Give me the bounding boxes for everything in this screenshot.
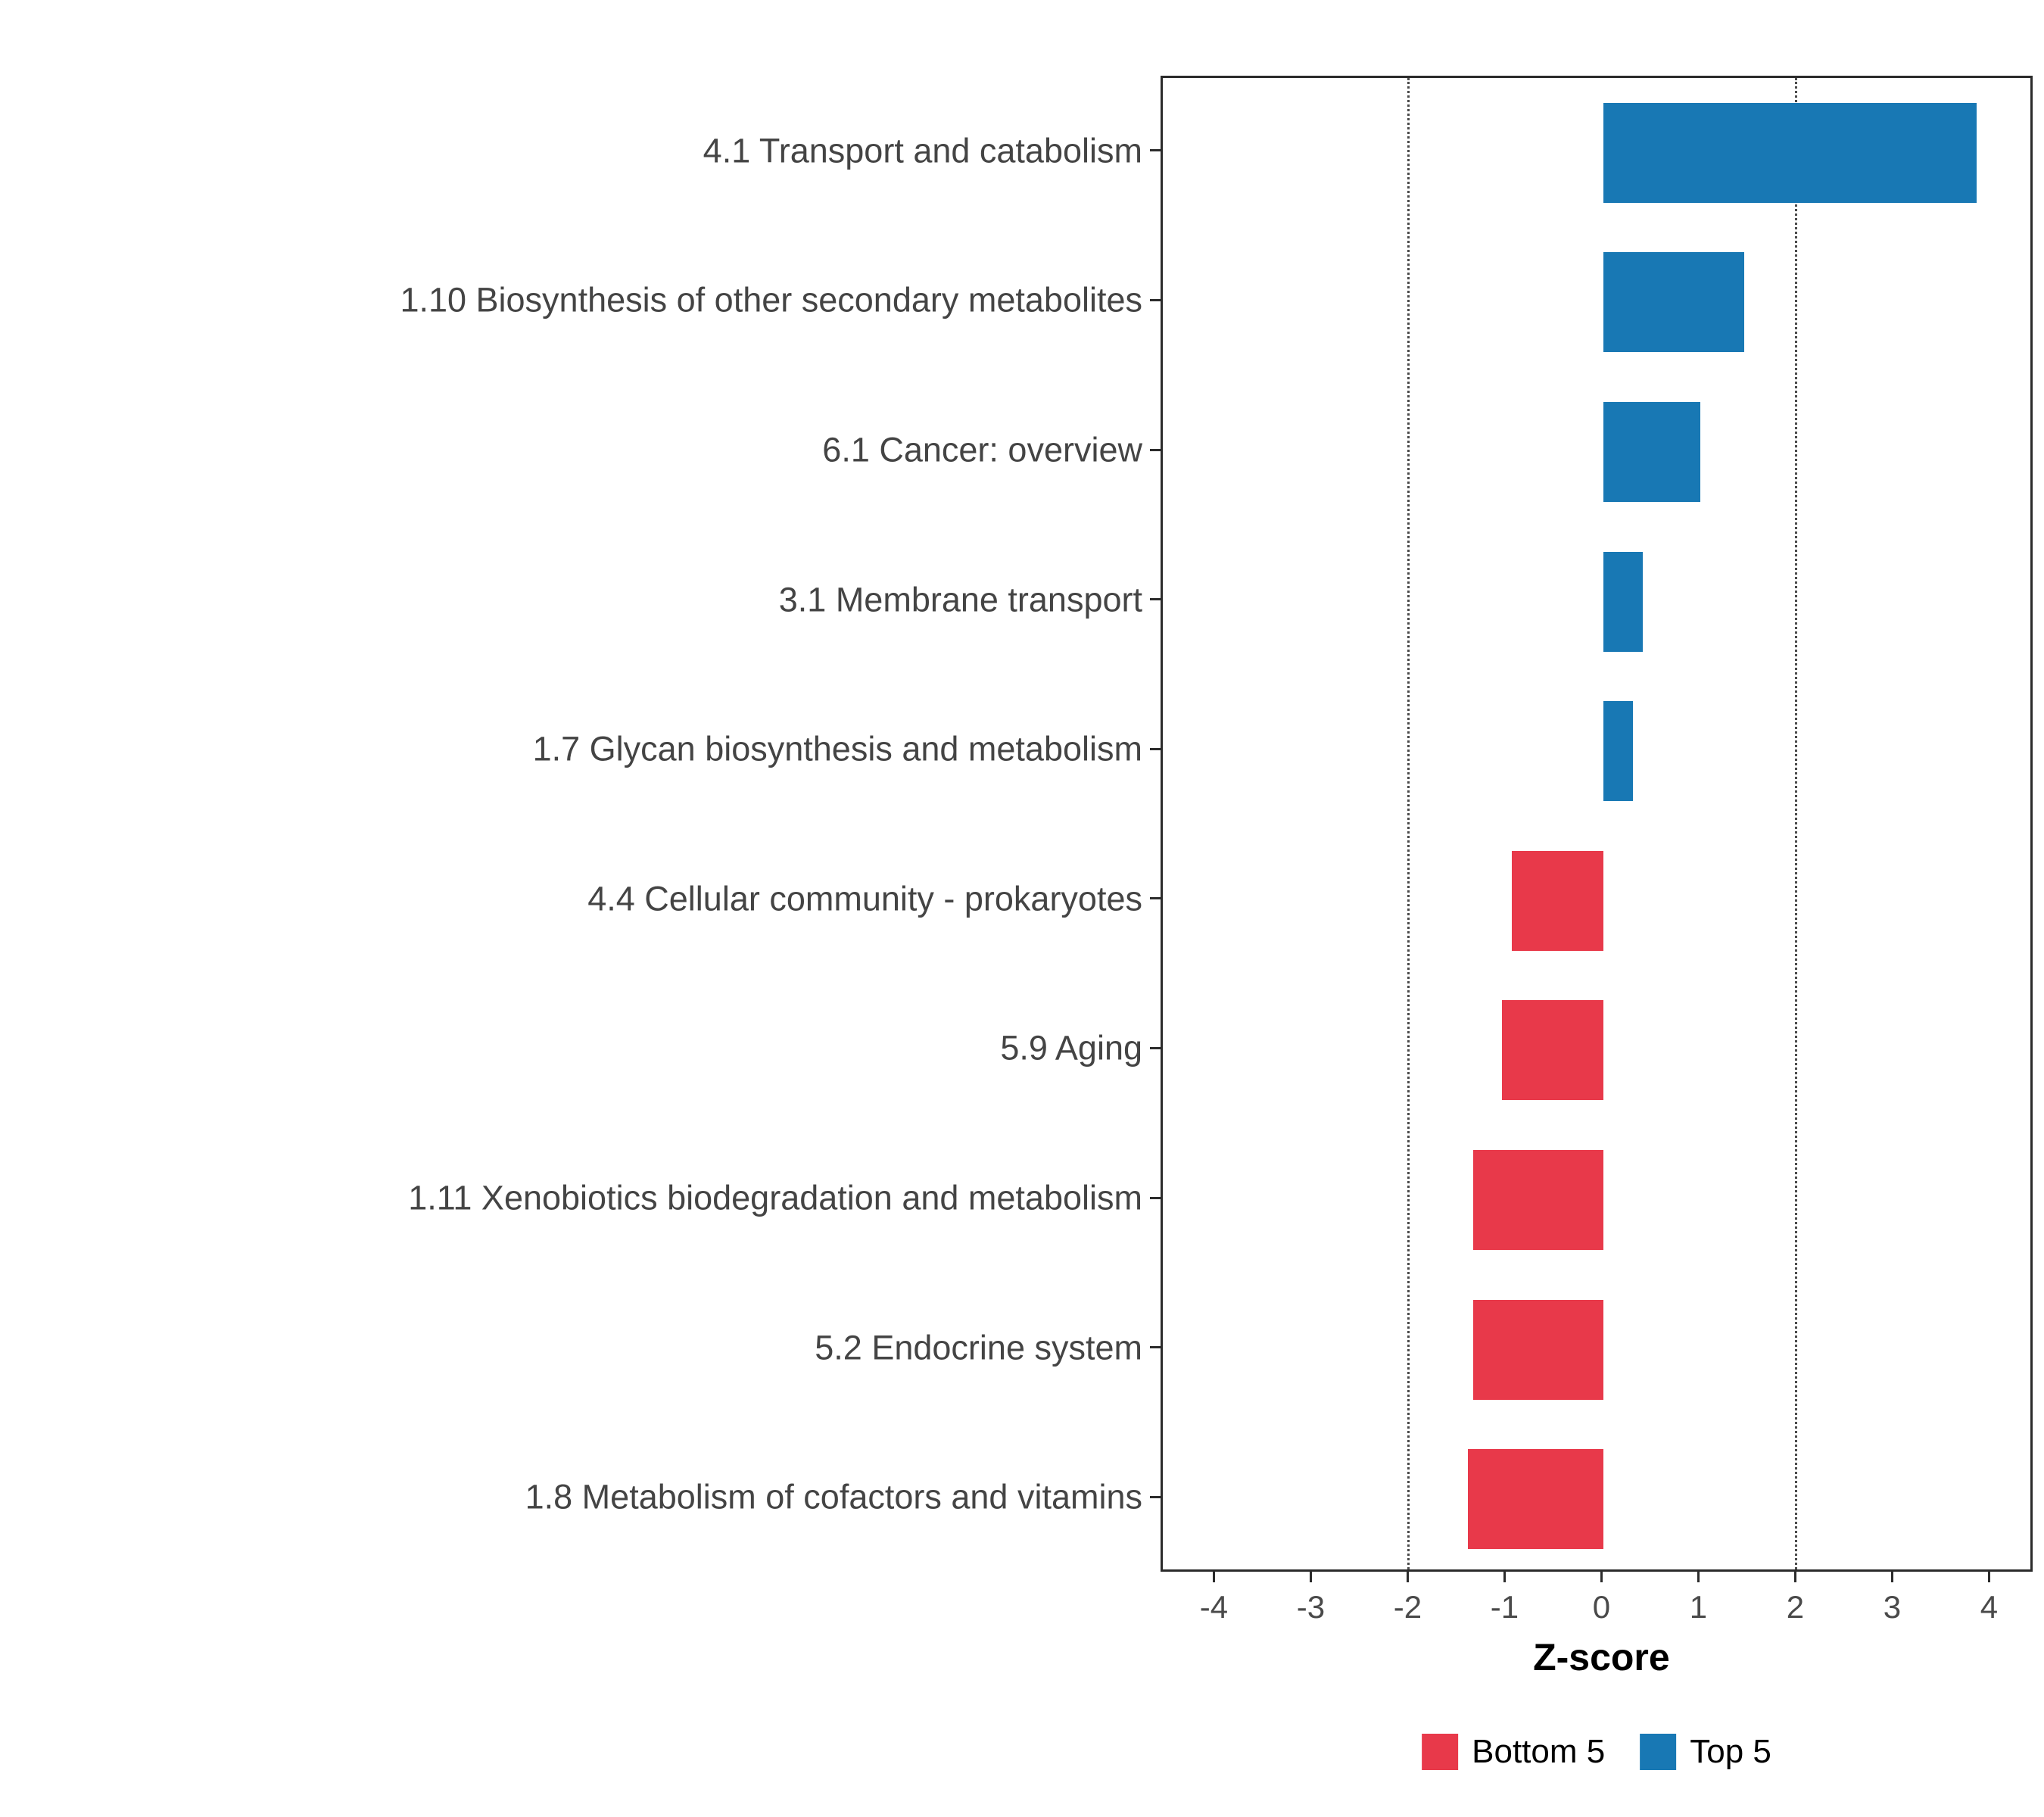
x-axis-tick — [1890, 1572, 1893, 1582]
x-axis-tick — [1309, 1572, 1312, 1582]
x-axis-tick-label: -2 — [1393, 1589, 1422, 1625]
legend-swatch — [1422, 1734, 1459, 1770]
category-label: 1.11 Xenobiotics biodegradation and meta… — [408, 1178, 1142, 1217]
y-axis-tick — [1150, 747, 1161, 750]
category-label: 4.1 Transport and catabolism — [703, 131, 1142, 170]
y-axis-tick — [1150, 897, 1161, 900]
category-label: 4.4 Cellular community - prokaryotes — [587, 879, 1142, 918]
x-axis-tick-label: -4 — [1199, 1589, 1229, 1625]
bar — [1472, 1150, 1604, 1250]
legend: Bottom 5 Top 5 — [1422, 1734, 1771, 1770]
y-axis-labels: 4.1 Transport and catabolism 1.10 Biosynt… — [0, 76, 1142, 1572]
category-label: 3.1 Membrane transport — [778, 580, 1142, 619]
x-axis-tick — [1406, 1572, 1409, 1582]
category-label: 6.1 Cancer: overview — [822, 430, 1142, 469]
y-axis-tick — [1150, 1495, 1161, 1498]
y-axis-tick — [1150, 1346, 1161, 1349]
bar — [1603, 402, 1701, 502]
bar — [1603, 102, 1977, 203]
x-axis-tick — [1503, 1572, 1506, 1582]
bar — [1603, 551, 1643, 652]
category-label: 1.8 Metabolism of cofactors and vitamins — [525, 1477, 1142, 1516]
category-label: 5.9 Aging — [1000, 1028, 1142, 1067]
bar — [1511, 850, 1604, 951]
legend-swatch — [1640, 1734, 1677, 1770]
x-axis-tick-label: -3 — [1296, 1589, 1326, 1625]
x-axis-tick-label: 3 — [1883, 1589, 1902, 1625]
legend-label: Top 5 — [1690, 1733, 1771, 1770]
x-axis-tick-label: -1 — [1490, 1589, 1519, 1625]
category-label: 1.7 Glycan biosynthesis and metabolism — [532, 729, 1142, 768]
x-axis-tick-label: 1 — [1689, 1589, 1708, 1625]
reference-line--2 — [1407, 78, 1410, 1569]
category-label: 1.10 Biosynthesis of other secondary met… — [400, 280, 1142, 319]
plot-panel — [1161, 76, 2033, 1572]
legend-label: Bottom 5 — [1472, 1733, 1606, 1770]
x-axis-tick — [1697, 1572, 1700, 1582]
y-axis-tick — [1150, 1196, 1161, 1199]
bar — [1468, 1449, 1604, 1550]
bar — [1603, 252, 1744, 353]
x-axis-tick-label: 0 — [1592, 1589, 1611, 1625]
y-axis-tick — [1150, 598, 1161, 601]
legend-item: Top 5 — [1640, 1734, 1771, 1770]
x-axis-tick — [1212, 1572, 1215, 1582]
y-axis-tick — [1150, 149, 1161, 152]
bar — [1603, 701, 1633, 802]
legend-item: Bottom 5 — [1422, 1734, 1605, 1770]
x-axis-tick — [1600, 1572, 1603, 1582]
bar — [1502, 1000, 1604, 1101]
reference-line-2 — [1795, 78, 1798, 1569]
y-axis-tick — [1150, 298, 1161, 301]
x-axis-tick-label: 2 — [1786, 1589, 1805, 1625]
y-axis-tick — [1150, 1046, 1161, 1049]
x-axis-tick — [1793, 1572, 1796, 1582]
x-axis-tick — [1987, 1572, 1990, 1582]
x-axis-title: Z-score — [1533, 1636, 1670, 1678]
x-axis-tick-label: 4 — [1980, 1589, 1999, 1625]
bar — [1472, 1299, 1604, 1400]
category-label: 5.2 Endocrine system — [815, 1328, 1142, 1367]
y-axis-tick — [1150, 448, 1161, 451]
